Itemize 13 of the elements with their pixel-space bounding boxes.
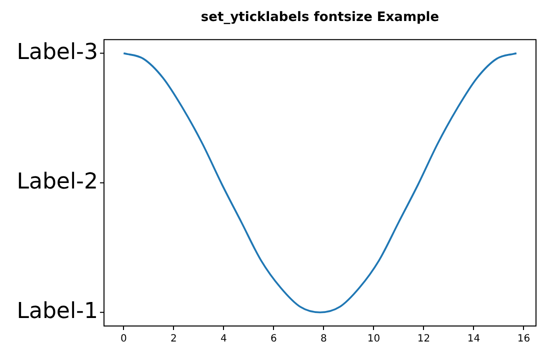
x-tick-label: 8 bbox=[320, 334, 327, 345]
text: Label-2 bbox=[16, 170, 98, 195]
text: Label-3 bbox=[16, 40, 98, 65]
x-tick-label: 16 bbox=[517, 334, 530, 345]
x-tick-label: 12 bbox=[417, 334, 430, 345]
chart-title: set_yticklabels fontsize Example bbox=[200, 10, 440, 26]
x-tick-label: 6 bbox=[270, 334, 277, 345]
x-tick-label: 10 bbox=[367, 334, 380, 345]
x-tick-label: 0 bbox=[120, 334, 127, 345]
text: Label-1 bbox=[16, 299, 98, 324]
x-tick-label: 4 bbox=[220, 334, 227, 345]
x-tick-label: 2 bbox=[170, 334, 177, 345]
x-tick-label: 14 bbox=[467, 334, 480, 345]
